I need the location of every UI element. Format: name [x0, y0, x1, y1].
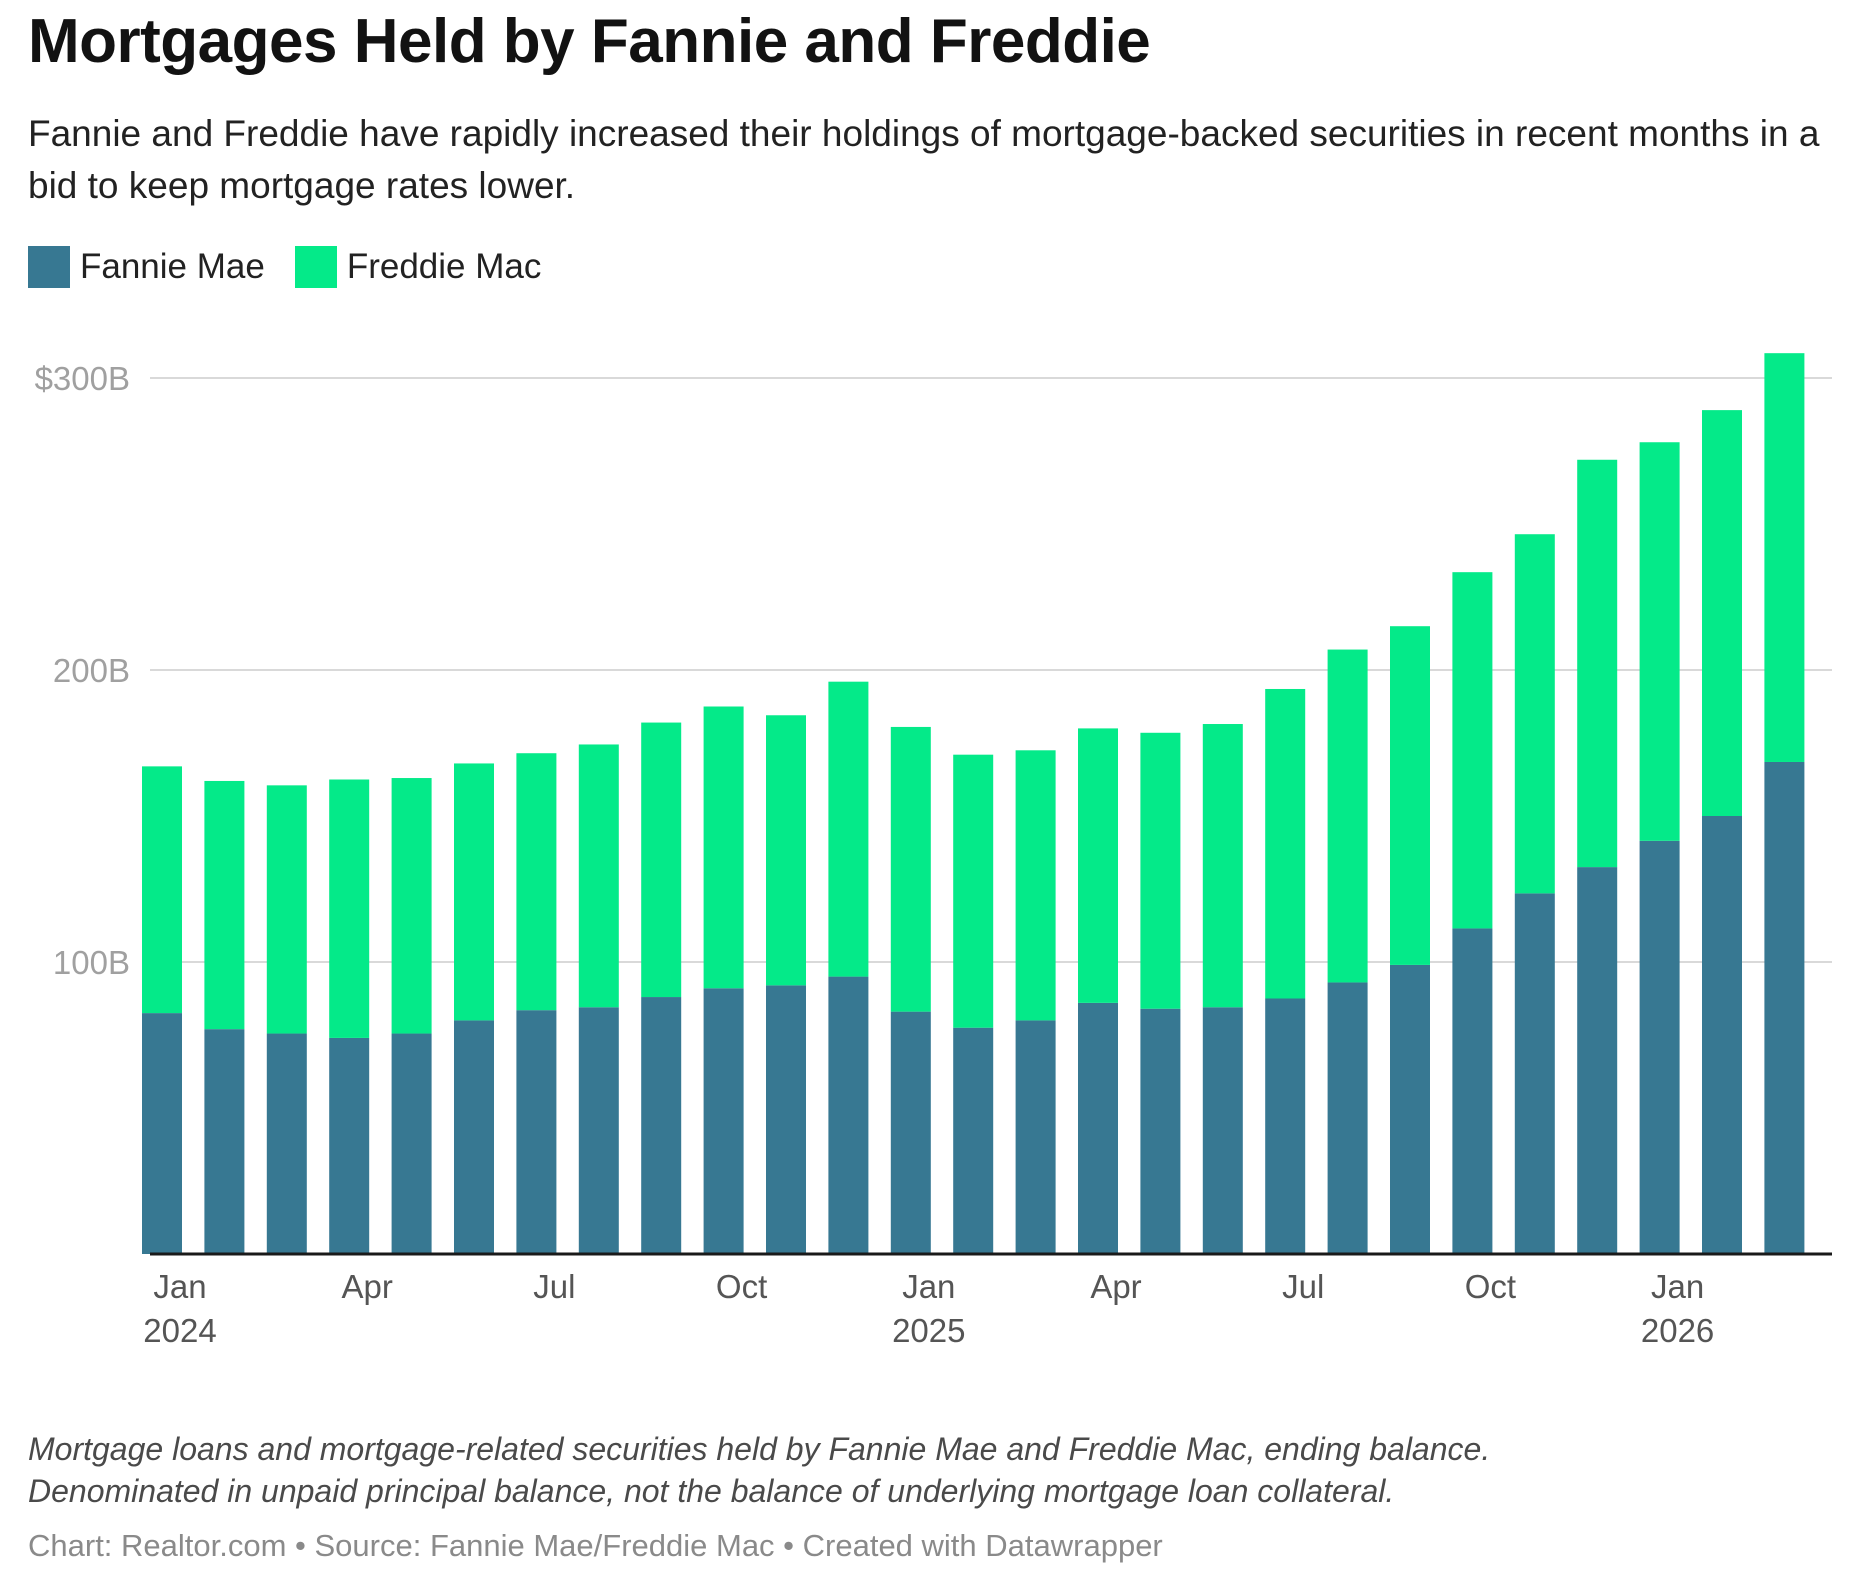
bar-freddie-mac	[391, 778, 432, 1034]
bar-freddie-mac	[1140, 732, 1181, 1009]
stacked-bar-chart: 100B 200B $300B Jan 2024 Apr Jul Oct Jan 2025 Apr…	[35, 353, 1832, 1349]
x-tick-year: 2025	[892, 1312, 965, 1349]
x-tick-year: 2026	[1641, 1312, 1714, 1349]
bar-freddie-mac	[204, 780, 245, 1030]
x-tick-month: Jan	[1651, 1268, 1704, 1305]
bar-fannie-mae	[641, 997, 682, 1254]
bar-fannie-mae	[890, 1011, 931, 1254]
x-axis-labels: Jan 2024 Apr Jul Oct Jan 2025 Apr Jul Oct Jan 2026	[143, 1268, 1714, 1349]
bar-freddie-mac	[703, 706, 744, 989]
bar-fannie-mae	[391, 1033, 432, 1254]
bar-fannie-mae	[1265, 998, 1306, 1254]
chart-title: Mortgages Held by Fannie and Freddie	[28, 7, 1151, 76]
bar-fannie-mae	[828, 976, 869, 1254]
bar-freddie-mac	[578, 744, 619, 1008]
bar-fannie-mae	[142, 1013, 182, 1254]
x-tick-month: Jan	[902, 1268, 955, 1305]
bar-freddie-mac	[266, 785, 307, 1034]
x-tick-month: Apr	[342, 1268, 393, 1305]
bar-freddie-mac	[1327, 649, 1368, 983]
bar-freddie-mac	[1078, 728, 1118, 1003]
bar-fannie-mae	[1514, 893, 1555, 1254]
bar-fannie-mae	[578, 1007, 619, 1254]
legend-label-fannie-mae: Fannie Mae	[80, 247, 265, 286]
chart-notes: Mortgage loans and mortgage-related secu…	[28, 1428, 1828, 1512]
bar-freddie-mac	[641, 722, 682, 998]
x-tick-month: Jul	[1282, 1268, 1324, 1305]
bar-freddie-mac	[1390, 626, 1430, 965]
y-tick-label: $300B	[35, 360, 130, 397]
y-axis-labels: 100B 200B $300B	[35, 360, 130, 981]
bar-fannie-mae	[703, 988, 744, 1254]
legend-label-freddie-mac: Freddie Mac	[346, 247, 542, 286]
bar-fannie-mae	[766, 985, 806, 1254]
x-tick-month: Oct	[716, 1268, 767, 1305]
bar-fannie-mae	[266, 1033, 307, 1254]
bar-freddie-mac	[1452, 572, 1493, 929]
legend-item-freddie-mac: Freddie Mac	[294, 246, 542, 288]
bar-freddie-mac	[953, 754, 994, 1028]
bar-fannie-mae	[516, 1010, 557, 1254]
bar-fannie-mae	[1327, 982, 1368, 1254]
bar-fannie-mae	[1078, 1002, 1118, 1254]
x-tick-month: Apr	[1090, 1268, 1141, 1305]
bar-fannie-mae	[1702, 816, 1742, 1254]
bars	[142, 353, 1805, 1254]
bar-freddie-mac	[828, 681, 869, 977]
x-tick-month: Jan	[153, 1268, 206, 1305]
bar-freddie-mac	[1202, 724, 1243, 1008]
x-tick-month: Oct	[1465, 1268, 1516, 1305]
bar-freddie-mac	[1015, 750, 1056, 1021]
legend-item-fannie-mae: Fannie Mae	[28, 246, 265, 288]
bar-freddie-mac	[1639, 442, 1680, 841]
bar-fannie-mae	[204, 1029, 245, 1254]
bar-fannie-mae	[1452, 928, 1493, 1254]
bar-freddie-mac	[890, 726, 931, 1012]
note-line-2: Denominated in unpaid principal balance,…	[28, 1473, 1395, 1509]
legend-swatch-fannie-mae	[28, 246, 70, 288]
bar-freddie-mac	[1514, 534, 1555, 894]
bar-fannie-mae	[1764, 761, 1805, 1254]
bar-freddie-mac	[1702, 410, 1742, 816]
bar-fannie-mae	[1140, 1008, 1181, 1254]
bar-fannie-mae	[1390, 964, 1430, 1254]
bar-fannie-mae	[953, 1027, 994, 1254]
y-tick-label: 200B	[53, 652, 130, 689]
bar-fannie-mae	[454, 1020, 494, 1254]
bar-fannie-mae	[329, 1037, 370, 1254]
chart-subtitle: Fannie and Freddie have rapidly increase…	[28, 113, 1820, 206]
bar-fannie-mae	[1577, 867, 1618, 1254]
bar-fannie-mae	[1015, 1020, 1056, 1254]
bar-fannie-mae	[1639, 840, 1680, 1254]
x-tick-month: Jul	[533, 1268, 575, 1305]
x-tick-year: 2024	[143, 1312, 216, 1349]
bar-freddie-mac	[1577, 459, 1618, 868]
chart-credit: Chart: Realtor.com • Source: Fannie Mae/…	[28, 1528, 1163, 1563]
bar-freddie-mac	[516, 753, 557, 1011]
bar-fannie-mae	[1202, 1007, 1243, 1254]
bar-freddie-mac	[1764, 353, 1805, 762]
legend-swatch-freddie-mac	[294, 246, 337, 288]
bar-freddie-mac	[329, 779, 370, 1038]
bar-freddie-mac	[142, 766, 182, 1014]
bar-freddie-mac	[454, 763, 494, 1021]
bar-freddie-mac	[766, 715, 806, 986]
legend: Fannie Mae Freddie Mac	[28, 246, 571, 288]
y-tick-label: 100B	[53, 944, 130, 981]
note-line-1: Mortgage loans and mortgage-related secu…	[28, 1431, 1491, 1467]
bar-freddie-mac	[1265, 688, 1306, 999]
